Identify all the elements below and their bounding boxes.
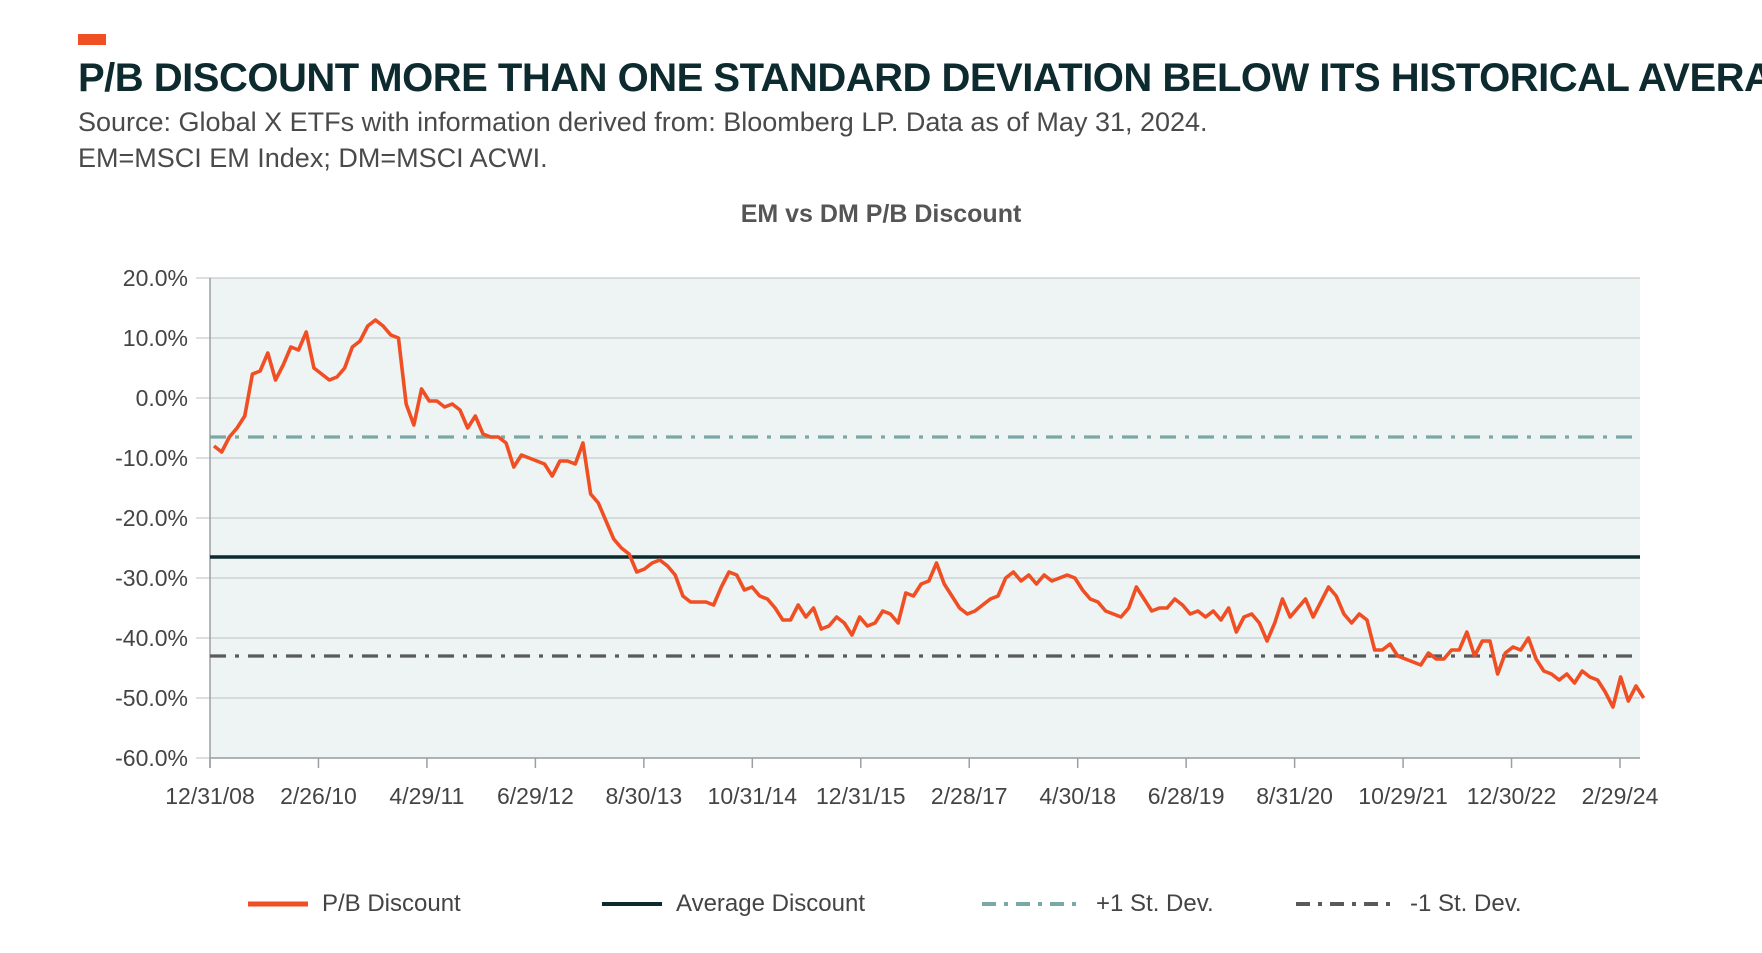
x-tick-label: 2/28/17	[931, 783, 1008, 809]
x-tick-label: 4/30/18	[1039, 783, 1116, 809]
y-tick-label: -20.0%	[115, 505, 188, 531]
legend-label-average-discount: Average Discount	[676, 890, 865, 917]
y-tick-label: -30.0%	[115, 565, 188, 591]
x-tick-label: 10/31/14	[708, 783, 798, 809]
legend-item-plus-1-stdev: +1 St. Dev.	[982, 890, 1214, 918]
source-note: Source: Global X ETFs with information d…	[78, 104, 1208, 176]
x-tick-label: 12/31/08	[165, 783, 255, 809]
legend-swatch-average-discount	[602, 902, 662, 906]
x-tick-label: 12/30/22	[1467, 783, 1557, 809]
y-tick-label: 0.0%	[136, 385, 188, 411]
legend-label-minus-1-stdev: -1 St. Dev.	[1410, 890, 1522, 917]
y-tick-label: -50.0%	[115, 685, 188, 711]
legend-label-pb-discount: P/B Discount	[322, 890, 461, 917]
series-line-pb-discount	[212, 318, 1646, 709]
chart-legend: P/B Discount Average Discount +1 St. Dev…	[0, 890, 1762, 930]
x-tick-label: 2/26/10	[280, 783, 357, 809]
source-line-2: EM=MSCI EM Index; DM=MSCI ACWI.	[78, 143, 548, 173]
y-tick-label: 10.0%	[123, 325, 188, 351]
x-tick-label: 6/29/12	[497, 783, 574, 809]
chart-title: EM vs DM P/B Discount	[740, 200, 1022, 228]
y-tick-label: -60.0%	[115, 745, 188, 771]
legend-item-pb-discount: P/B Discount	[248, 890, 461, 918]
legend-swatch-pb-discount	[248, 901, 308, 907]
legend-label-plus-1-stdev: +1 St. Dev.	[1096, 890, 1214, 917]
x-tick-label: 6/28/19	[1148, 783, 1225, 809]
page-title: P/B DISCOUNT MORE THAN ONE STANDARD DEVI…	[78, 56, 1762, 100]
y-tick-label: -10.0%	[115, 445, 188, 471]
x-tick-label: 4/29/11	[389, 783, 464, 809]
y-tick-label: 20.0%	[123, 265, 188, 291]
legend-swatch-minus-1-stdev	[1296, 902, 1396, 906]
x-tick-label: 2/29/24	[1582, 783, 1659, 809]
x-tick-label: 10/29/21	[1358, 783, 1448, 809]
legend-item-minus-1-stdev: -1 St. Dev.	[1296, 890, 1522, 918]
x-tick-label: 8/31/20	[1256, 783, 1333, 809]
legend-swatch-plus-1-stdev	[982, 902, 1082, 906]
x-tick-label: 12/31/15	[816, 783, 906, 809]
accent-bar	[78, 34, 106, 45]
x-tick-label: 8/30/13	[605, 783, 682, 809]
y-tick-label: -40.0%	[115, 625, 188, 651]
legend-item-average-discount: Average Discount	[602, 890, 865, 918]
source-line-1: Source: Global X ETFs with information d…	[78, 107, 1208, 137]
